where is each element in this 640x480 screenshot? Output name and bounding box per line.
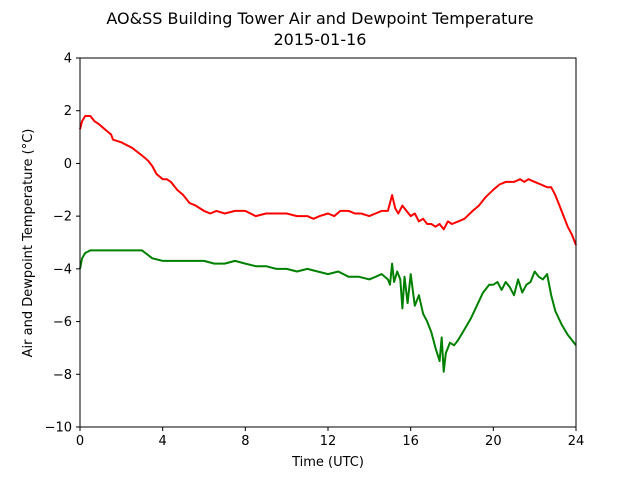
x-tick-label: 0 xyxy=(76,434,84,449)
y-tick-label: −4 xyxy=(53,262,72,277)
y-tick-label: 0 xyxy=(64,157,72,172)
x-tick-label: 8 xyxy=(241,434,249,449)
y-tick-label: −2 xyxy=(53,210,72,225)
x-tick-label: 16 xyxy=(402,434,419,449)
series-layer xyxy=(79,115,577,373)
x-tick-label: 12 xyxy=(320,434,337,449)
y-tick-label: −8 xyxy=(53,368,72,383)
y-axis-label: Air and Dewpoint Temperature (°C) xyxy=(21,129,36,358)
x-tick-label: 24 xyxy=(568,434,585,449)
plot-frame xyxy=(79,57,577,428)
chart-title: AO&SS Building Tower Air and Dewpoint Te… xyxy=(106,9,533,28)
y-tick-label: 2 xyxy=(64,104,72,119)
y-tick-label: −10 xyxy=(45,421,72,436)
x-tick-label: 20 xyxy=(485,434,502,449)
series-line-1 xyxy=(79,115,577,246)
x-tick-label: 4 xyxy=(159,434,167,449)
chart-subtitle: 2015-01-16 xyxy=(274,30,367,49)
x-axis-label: Time (UTC) xyxy=(291,455,364,470)
y-tick-label: −6 xyxy=(53,315,72,330)
y-tick-label: 4 xyxy=(64,52,72,67)
series-line-2 xyxy=(79,249,577,373)
